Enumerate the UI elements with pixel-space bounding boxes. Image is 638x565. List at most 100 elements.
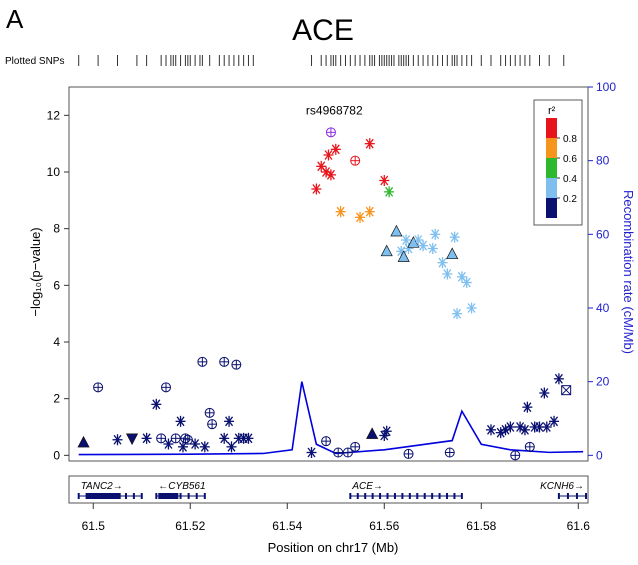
gene-exon bbox=[195, 493, 198, 499]
plotted-snps-label: Plotted SNPs bbox=[5, 56, 64, 67]
snp-point-light-blue bbox=[397, 250, 410, 262]
legend-tick-label: 0.4 bbox=[563, 174, 577, 185]
snp-point-dark-blue bbox=[333, 447, 344, 458]
snp-point-dark-blue bbox=[366, 427, 379, 439]
panel-label: A bbox=[6, 4, 24, 34]
snp-point-dark-blue bbox=[321, 436, 332, 447]
gene-exon bbox=[155, 493, 158, 499]
gene-exon bbox=[371, 493, 374, 499]
gene-exon bbox=[124, 493, 127, 499]
snp-points-layer bbox=[77, 127, 572, 461]
y-axis-right: 0 20 40 60 80 100 bbox=[588, 80, 616, 462]
gene-exon bbox=[140, 493, 143, 499]
snp-point-dark-blue bbox=[539, 387, 550, 399]
gene-exon bbox=[379, 493, 382, 499]
square-outline bbox=[561, 385, 572, 396]
gene-exon bbox=[453, 493, 456, 499]
snp-point-dark-blue bbox=[524, 441, 535, 452]
snp-point-dark-blue bbox=[403, 448, 414, 459]
snp-point-dark-blue bbox=[190, 438, 201, 450]
plot-area-frame bbox=[68, 86, 589, 462]
snp-point-dark-blue bbox=[342, 447, 353, 458]
legend-swatch bbox=[546, 118, 557, 138]
gene-label-cyb561: ←CYB561 bbox=[158, 481, 205, 492]
y-tick-label: 10 bbox=[47, 165, 61, 179]
snp-point-dark-blue bbox=[151, 398, 162, 410]
gene-exon bbox=[203, 493, 206, 499]
snp-point-dark-blue bbox=[549, 415, 560, 427]
gene-exon bbox=[393, 493, 396, 499]
snp-point-dark-blue bbox=[381, 425, 392, 437]
gene-exon bbox=[423, 493, 426, 499]
snp-point-red bbox=[330, 143, 341, 155]
legend-swatch bbox=[546, 198, 557, 218]
recombination-layer bbox=[78, 381, 584, 456]
snp-point-red bbox=[364, 138, 375, 150]
snp-point-red bbox=[379, 175, 390, 186]
gene-exon bbox=[431, 493, 434, 499]
snp-point-dark-blue bbox=[541, 421, 552, 433]
gene-exon bbox=[438, 493, 441, 499]
snp-point-red bbox=[325, 169, 336, 181]
snp-point-dark-blue bbox=[306, 447, 317, 458]
chart-title: ACE bbox=[292, 14, 354, 47]
snp-point-light-blue bbox=[418, 240, 429, 252]
snp-point-dark-blue bbox=[125, 433, 139, 446]
snp-point-dark-blue bbox=[204, 407, 215, 418]
snp-point-dark-blue bbox=[510, 450, 521, 461]
y-tick-label: 12 bbox=[47, 108, 61, 122]
r2-legend: r² 0.8 0.6 0.4 0.2 bbox=[533, 99, 583, 226]
snp-point-orange bbox=[335, 206, 346, 218]
snp-point-dark-blue bbox=[219, 356, 230, 367]
gene-track: TANC2→ ←CYB561 ACE→ KCNH6→ bbox=[77, 481, 587, 499]
legend-swatch bbox=[546, 158, 557, 178]
y-axis-left: 0 2 4 6 8 10 12 bbox=[47, 108, 69, 462]
legend-title: r² bbox=[548, 105, 556, 117]
snp-point-lead bbox=[325, 127, 336, 138]
snp-point-light-blue bbox=[437, 257, 448, 269]
legend-box bbox=[533, 99, 583, 226]
x-tick-label: 61.6 bbox=[567, 519, 591, 533]
snp-point-dark-blue bbox=[77, 435, 90, 448]
snp-point-dark-blue bbox=[243, 432, 254, 444]
x-axis: 61.5 61.52 61.54 61.56 61.58 61.6 bbox=[82, 503, 591, 533]
snp-point-dark-blue bbox=[197, 356, 208, 367]
snp-point-red bbox=[350, 155, 361, 166]
gene-exon bbox=[349, 493, 352, 499]
x-tick-label: 61.56 bbox=[369, 519, 399, 533]
y-tick-label: 8 bbox=[53, 222, 60, 236]
snp-point-orange bbox=[364, 206, 375, 218]
y-tick-label: 0 bbox=[53, 448, 60, 462]
gene-exon bbox=[557, 493, 560, 499]
snp-point-dark-blue bbox=[226, 441, 237, 453]
lead-snp-label: rs4968782 bbox=[306, 103, 363, 117]
snp-point-red bbox=[311, 183, 322, 195]
snp-point-light-blue bbox=[427, 243, 438, 254]
gene-exon bbox=[408, 493, 411, 499]
snp-point-dark-blue bbox=[561, 385, 572, 396]
gene-label-kcnh6: KCNH6→ bbox=[540, 481, 584, 492]
gene-exon bbox=[566, 493, 569, 499]
gene-exon bbox=[77, 493, 80, 499]
snp-point-dark-blue bbox=[112, 434, 123, 446]
y-tick-label: 2 bbox=[53, 392, 60, 406]
recombination-rate-line bbox=[78, 381, 584, 456]
snp-point-orange bbox=[355, 211, 366, 223]
snp-point-light-blue bbox=[446, 247, 459, 260]
x-tick-label: 61.5 bbox=[82, 519, 106, 533]
gene-exon bbox=[356, 493, 359, 499]
y2-tick-label: 60 bbox=[596, 227, 610, 241]
gene-exon bbox=[416, 493, 419, 499]
snp-point-light-blue bbox=[430, 228, 441, 240]
y2-tick-label: 100 bbox=[596, 80, 616, 94]
gene-exon bbox=[585, 493, 587, 499]
gene-label-tanc2: TANC2→ bbox=[81, 481, 123, 492]
gene-exon bbox=[179, 493, 182, 499]
snp-point-light-blue bbox=[452, 308, 463, 320]
snp-point-dark-blue bbox=[231, 359, 242, 370]
snp-point-dark-blue bbox=[219, 432, 230, 444]
gene-exon bbox=[187, 493, 190, 499]
y2-tick-label: 40 bbox=[596, 301, 610, 315]
snp-point-light-blue bbox=[380, 244, 393, 257]
